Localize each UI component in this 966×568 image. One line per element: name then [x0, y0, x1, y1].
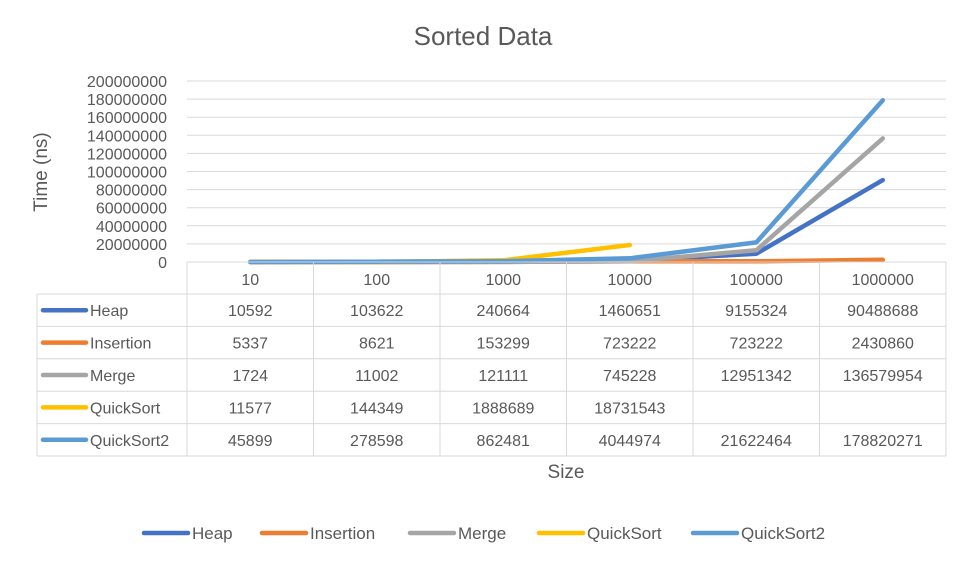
table-series-name: Merge	[90, 368, 135, 385]
y-tick-label: 140000000	[87, 128, 167, 145]
data-label: 103622	[350, 303, 403, 320]
data-label: 153299	[477, 336, 530, 353]
x-tick-label: 1000000	[852, 272, 914, 289]
y-axis-label: Time (ns)	[31, 132, 52, 212]
x-tick-label: 100	[363, 272, 390, 289]
data-label: 1724	[232, 368, 268, 385]
data-label: 240664	[477, 303, 530, 320]
data-table: 10 100 1000 10000 100000 1000000 Heap 10592 1036…	[36, 261, 947, 457]
x-tick-label: 100000	[730, 272, 783, 289]
data-label: 278598	[350, 433, 403, 450]
legend-label: Heap	[192, 524, 233, 543]
series-lines	[248, 97, 886, 265]
table-series-name: Heap	[90, 303, 128, 320]
data-label: 21622464	[721, 433, 792, 450]
y-tick-label: 180000000	[87, 92, 167, 109]
x-axis-label: Size	[548, 462, 585, 483]
data-label: 18731543	[594, 400, 665, 417]
data-label: 8621	[359, 336, 395, 353]
data-label: 1460651	[599, 303, 661, 320]
legend-label: Merge	[458, 524, 506, 543]
data-label: 121111	[478, 368, 528, 385]
data-label: 723222	[603, 336, 656, 353]
data-label: 2430860	[852, 336, 914, 353]
chart-title: Sorted Data	[414, 21, 553, 51]
data-label: 45899	[228, 433, 273, 450]
data-label: 136579954	[843, 368, 923, 385]
data-label: 1888689	[472, 400, 534, 417]
y-tick-label: 100000000	[87, 165, 167, 182]
x-tick-label: 10000	[608, 272, 653, 289]
y-tick-label: 200000000	[87, 74, 167, 91]
x-tick-label: 10	[241, 272, 259, 289]
data-label: 5337	[232, 336, 268, 353]
legend-label: QuickSort2	[741, 524, 825, 543]
data-label: 4044974	[599, 433, 661, 450]
data-label: 12951342	[721, 368, 792, 385]
data-label: 11002	[355, 368, 398, 385]
y-tick-label: 160000000	[87, 110, 167, 127]
data-label: 178820271	[843, 433, 923, 450]
data-label: 10592	[228, 303, 273, 320]
gridlines	[187, 80, 946, 263]
data-label: 862481	[477, 433, 530, 450]
y-tick-label: 80000000	[96, 183, 167, 200]
y-tick-label: 40000000	[96, 219, 167, 236]
x-tick-label: 1000	[485, 272, 521, 289]
y-tick-label: 0	[158, 255, 167, 272]
table-series-name: QuickSort2	[90, 433, 169, 450]
legend-label: QuickSort	[587, 524, 662, 543]
data-label: 745228	[603, 368, 656, 385]
data-label: 90488688	[847, 303, 918, 320]
y-tick-label: 20000000	[96, 237, 167, 254]
table-series-name: QuickSort	[90, 400, 161, 417]
y-tick-label: 120000000	[87, 146, 167, 163]
legend: Heap Insertion Merge QuickSort QuickSort2	[141, 524, 825, 543]
data-label: 723222	[730, 336, 783, 353]
y-tick-label: 60000000	[96, 201, 167, 218]
data-label: 11577	[229, 400, 272, 417]
legend-label: Insertion	[310, 524, 375, 543]
y-tick-labels: 0200000004000000060000000800000001000000…	[87, 74, 167, 272]
table-series-name: Insertion	[90, 336, 151, 353]
data-label: 144349	[350, 400, 403, 417]
data-label: 9155324	[725, 303, 787, 320]
